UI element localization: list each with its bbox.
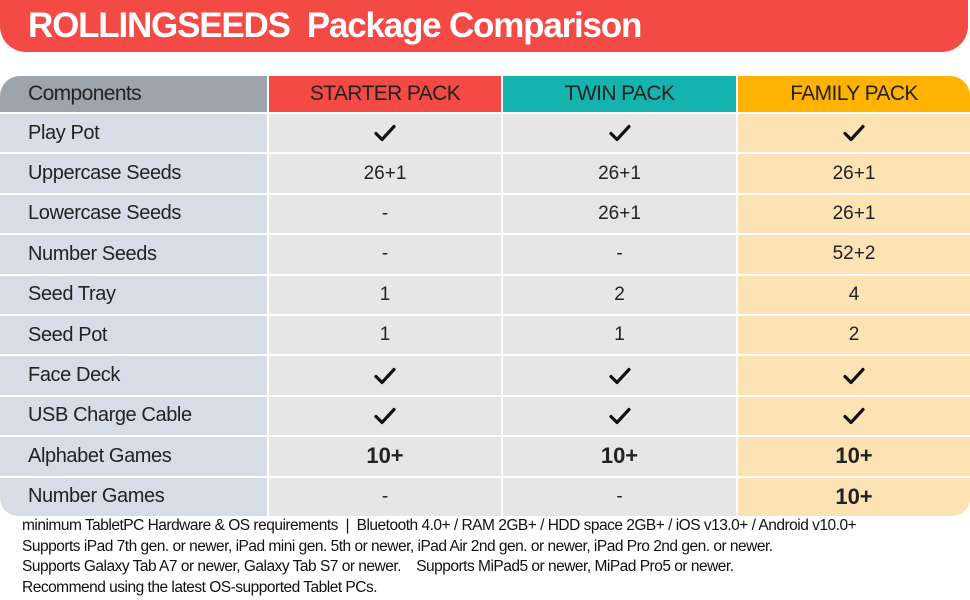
page-title: ROLLINGSEEDS Package Comparison <box>28 6 642 45</box>
table-row: Face Deck <box>0 354 970 395</box>
component-label: Number Games <box>0 475 267 516</box>
header-family-pack: FAMILY PACK <box>736 76 970 112</box>
starter-pack-included <box>267 354 501 395</box>
component-label: Face Deck <box>0 354 267 395</box>
component-label: Number Seeds <box>0 233 267 274</box>
cell-value: 10+ <box>366 443 404 469</box>
family-pack-included <box>736 394 970 436</box>
component-label: Seed Pot <box>0 313 267 355</box>
cell-value: - <box>616 485 623 507</box>
checkmark-icon <box>374 407 396 425</box>
cell-value: 1 <box>379 283 391 305</box>
starter-pack-value: - <box>267 192 501 234</box>
table-row: Play Pot <box>0 112 970 153</box>
header-starter-pack: STARTER PACK <box>267 76 501 112</box>
cell-value: 2 <box>614 283 625 305</box>
twin-pack-value: 2 <box>501 273 736 314</box>
family-pack-value: 4 <box>736 273 970 314</box>
family-pack-value: 26+1 <box>736 192 970 234</box>
component-label: Alphabet Games <box>0 435 267 476</box>
twin-pack-included <box>501 394 736 436</box>
twin-pack-value: - <box>501 233 736 274</box>
family-pack-value: 52+2 <box>736 233 970 274</box>
cell-value: 10+ <box>835 443 873 469</box>
starter-pack-value: - <box>267 475 501 516</box>
cell-value: 10+ <box>835 483 873 509</box>
checkmark-icon <box>843 367 865 385</box>
component-label: Uppercase Seeds <box>0 152 267 193</box>
footer-line-requirements: minimum TabletPC Hardware & OS requireme… <box>22 517 857 534</box>
checkmark-icon <box>608 407 631 425</box>
checkmark-icon <box>374 124 396 142</box>
comparison-table: Components STARTER PACK TWIN PACK FAMILY… <box>0 76 970 516</box>
cell-value: - <box>381 243 389 265</box>
family-pack-value: 26+1 <box>736 152 970 193</box>
table-row: Lowercase Seeds - 26+1 26+1 <box>0 192 970 234</box>
component-label: USB Charge Cable <box>0 394 267 436</box>
header-twin-pack: TWIN PACK <box>501 76 736 112</box>
twin-pack-value: 10+ <box>501 435 736 476</box>
starter-pack-value: 1 <box>267 273 501 314</box>
twin-pack-value: - <box>501 475 736 516</box>
cell-value: 52+2 <box>832 243 876 265</box>
cell-value: 26+1 <box>832 162 876 184</box>
cell-value: - <box>616 243 623 265</box>
cell-value: 26+1 <box>832 202 876 224</box>
checkmark-icon <box>608 124 631 142</box>
table-row: Alphabet Games 10+ 10+ 10+ <box>0 435 970 476</box>
cell-value: 2 <box>848 324 860 346</box>
footer-line-galaxy-mipad: Supports Galaxy Tab A7 or newer, Galaxy … <box>22 558 734 575</box>
footer-line-recommend: Recommend using the latest OS-supported … <box>22 578 378 596</box>
title-banner: ROLLINGSEEDS Package Comparison <box>0 0 968 52</box>
cell-value: 1 <box>614 324 625 346</box>
family-pack-value: 10+ <box>736 475 970 516</box>
component-label: Lowercase Seeds <box>0 192 267 234</box>
component-label: Seed Tray <box>0 273 267 314</box>
requirements-footer: minimum TabletPC Hardware & OS requireme… <box>22 516 962 598</box>
cell-value: - <box>381 202 389 224</box>
starter-pack-value: 10+ <box>267 435 501 476</box>
component-label: Play Pot <box>0 112 267 153</box>
family-pack-value: 10+ <box>736 435 970 476</box>
checkmark-icon <box>374 367 396 385</box>
twin-pack-value: 26+1 <box>501 152 736 193</box>
family-pack-included <box>736 354 970 395</box>
footer-line-ipad: Supports iPad 7th gen. or newer, iPad mi… <box>22 537 773 555</box>
cell-value: 26+1 <box>598 202 641 224</box>
cell-value: 26+1 <box>363 162 407 184</box>
cell-value: 1 <box>379 324 391 346</box>
table-row: Number Seeds - - 52+2 <box>0 233 970 274</box>
table-row: Seed Tray 1 2 4 <box>0 273 970 314</box>
cell-value: 26+1 <box>598 162 641 184</box>
twin-pack-value: 1 <box>501 313 736 355</box>
starter-pack-value: - <box>267 233 501 274</box>
starter-pack-included <box>267 394 501 436</box>
checkmark-icon <box>608 367 631 385</box>
table-row: Number Games - - 10+ <box>0 475 970 516</box>
family-pack-included <box>736 112 970 153</box>
cell-value: - <box>381 485 389 507</box>
table-row: Seed Pot 1 1 2 <box>0 313 970 355</box>
twin-pack-included <box>501 112 736 153</box>
table-header-row: Components STARTER PACK TWIN PACK FAMILY… <box>0 76 970 112</box>
family-pack-value: 2 <box>736 313 970 355</box>
starter-pack-included <box>267 112 501 153</box>
table-row: USB Charge Cable <box>0 394 970 436</box>
table-row: Uppercase Seeds 26+1 26+1 26+1 <box>0 152 970 193</box>
cell-value: 4 <box>848 283 860 305</box>
twin-pack-included <box>501 354 736 395</box>
twin-pack-value: 26+1 <box>501 192 736 234</box>
checkmark-icon <box>843 124 865 142</box>
header-components: Components <box>0 76 267 112</box>
starter-pack-value: 26+1 <box>267 152 501 193</box>
checkmark-icon <box>843 407 865 425</box>
starter-pack-value: 1 <box>267 313 501 355</box>
cell-value: 10+ <box>600 443 639 469</box>
